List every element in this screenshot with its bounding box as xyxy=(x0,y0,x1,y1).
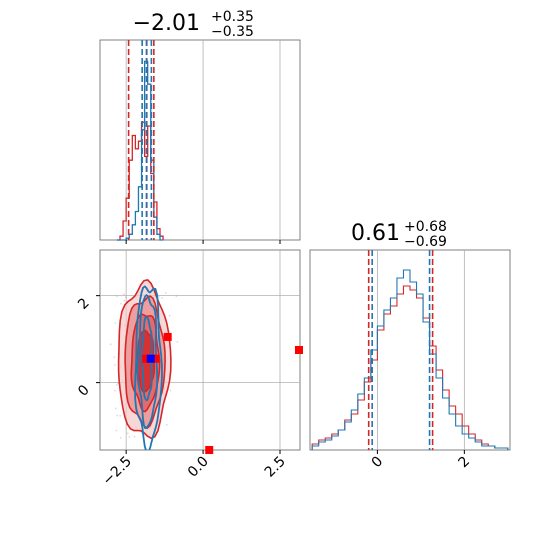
red-square-marker xyxy=(142,354,151,363)
param1-hist-red xyxy=(116,121,164,241)
red-square-marker xyxy=(151,354,160,363)
param1-title-minus: −0.35 xyxy=(211,24,254,40)
panel-param1-hist xyxy=(99,39,301,244)
scatter-dot xyxy=(109,343,112,346)
scatter-dot xyxy=(119,414,122,417)
scatter-dot xyxy=(113,364,116,366)
scatter-dot xyxy=(114,389,116,392)
scatter-dot xyxy=(115,407,117,410)
scatter-dot xyxy=(115,429,118,432)
param1-title-plus: +0.35 xyxy=(211,9,254,25)
scatter-dot xyxy=(157,295,160,298)
panel-param1-hist-frame xyxy=(99,39,301,241)
param1-hist-blue xyxy=(116,60,164,241)
red-square-marker xyxy=(163,332,172,341)
scatter-dot xyxy=(117,382,119,385)
x-tick-label-param2: 2 xyxy=(456,454,474,472)
x-tick-label-param1: 0.0 xyxy=(185,454,212,481)
param1-title: −2.01 xyxy=(133,11,200,36)
blue-contour xyxy=(136,293,159,430)
red-square-marker xyxy=(205,446,214,454)
blue-square-marker xyxy=(146,354,155,363)
scatter-dot xyxy=(119,437,122,439)
param2-title-value: 0.61 xyxy=(351,221,400,246)
scatter-dot xyxy=(123,299,126,302)
red-square-marker xyxy=(295,346,303,354)
panel-param2-hist-frame xyxy=(309,249,511,451)
blue-contour xyxy=(140,316,153,401)
param2-histograms xyxy=(311,269,509,450)
blue-contour xyxy=(134,285,163,450)
param2-title: 0.61 xyxy=(351,221,400,246)
scatter-dot xyxy=(115,295,118,298)
param2-quantile-lines xyxy=(367,250,434,450)
scatter-dot xyxy=(133,435,136,438)
scatter-dot xyxy=(165,423,168,426)
scatter-dot xyxy=(128,436,131,438)
scatter-dot xyxy=(175,295,178,298)
blue-contours xyxy=(134,285,163,450)
param1-histograms xyxy=(116,60,164,241)
param2-hist-blue xyxy=(311,269,509,450)
x-tick-label-param2: 0 xyxy=(369,454,387,472)
scatter-dot xyxy=(114,322,117,324)
scatter-dot xyxy=(115,384,118,386)
param2-title-plus: +0.68 xyxy=(404,219,447,235)
panel-joint: −2.5 0.0 2.5 0 2 xyxy=(75,249,303,489)
scatter-dot xyxy=(161,297,163,300)
scatter-dot xyxy=(125,296,128,299)
x-tick-label-param1: 2.5 xyxy=(262,454,289,481)
y-tick-label-param2: 2 xyxy=(75,295,93,313)
y-tick-label-param2: 0 xyxy=(75,382,93,400)
scatter-dot xyxy=(120,302,122,305)
scatter-dot xyxy=(116,414,119,417)
scatter-dot xyxy=(176,340,179,343)
scatter-dot xyxy=(126,432,129,435)
scatter-dot xyxy=(140,432,143,435)
scatter-dot xyxy=(168,314,171,317)
param1-title-value: −2.01 xyxy=(133,11,200,36)
joint-markers xyxy=(142,332,303,454)
param2-hist-red xyxy=(311,285,509,450)
x-tick-label-param1: −2.5 xyxy=(100,454,135,489)
scatter-dot xyxy=(113,356,116,359)
scatter-dot xyxy=(164,292,167,294)
param2-title-minus: −0.69 xyxy=(404,234,447,250)
scatter-dot xyxy=(169,389,172,392)
param1-quantile-lines xyxy=(127,40,155,240)
scatter-dot xyxy=(123,293,125,296)
